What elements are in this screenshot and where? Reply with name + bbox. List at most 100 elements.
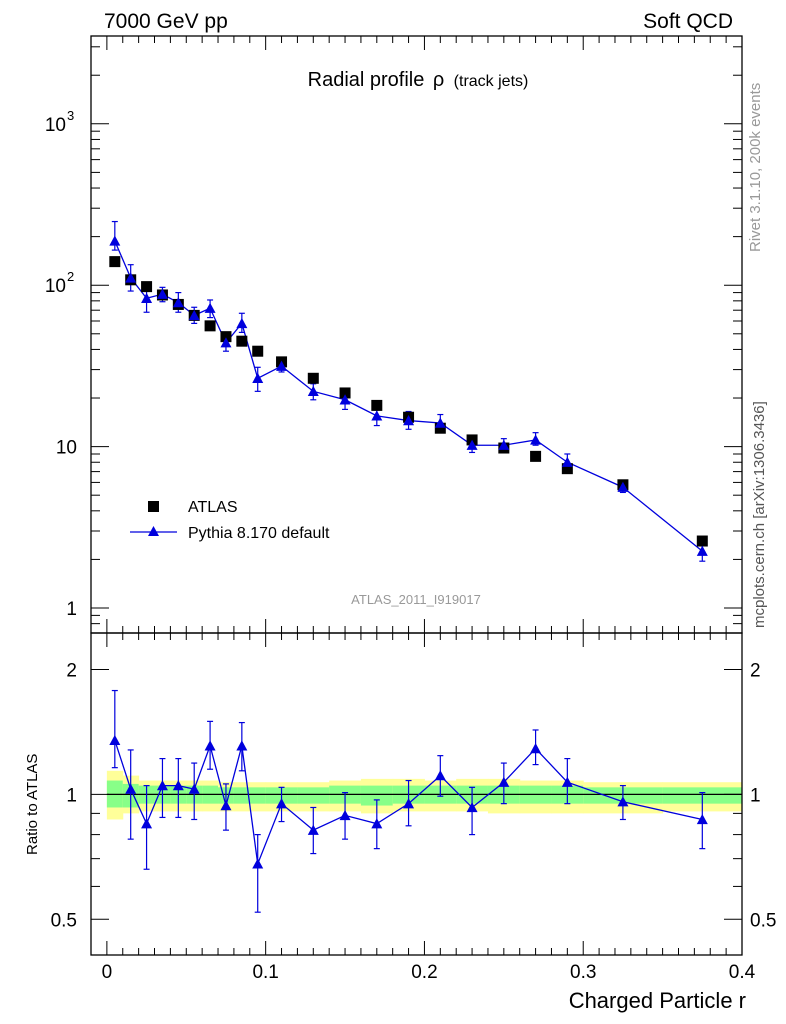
main-y-tick-exponent: 2 bbox=[67, 269, 74, 284]
uncertainty-band-inner bbox=[297, 787, 330, 804]
ratio-point bbox=[252, 858, 264, 869]
pythia-point bbox=[403, 415, 415, 426]
atlas-point bbox=[220, 331, 232, 343]
pythia-point bbox=[156, 288, 168, 299]
ratio-y-tick-label-right: 2 bbox=[750, 661, 761, 682]
pythia-point bbox=[434, 417, 446, 428]
atlas-point bbox=[252, 345, 264, 357]
ratio-panel: 0 0.1 0.2 0.3 0.4 0.5 0.5 1 1 2 2 bbox=[51, 632, 776, 983]
pythia-point bbox=[188, 309, 200, 321]
analysis-id: ATLAS_2011_I919017 bbox=[351, 592, 481, 607]
ratio-point bbox=[339, 809, 351, 821]
pythia-point bbox=[276, 360, 288, 371]
ratio-ylabel: Ratio to ATLAS bbox=[24, 754, 41, 855]
ratio-point bbox=[696, 813, 708, 825]
main-y-tick-label: 10 bbox=[45, 115, 66, 136]
pythia-point bbox=[125, 272, 137, 283]
ratio-point bbox=[307, 824, 319, 835]
pythia-point bbox=[466, 439, 478, 450]
ratio-point bbox=[276, 798, 288, 809]
atlas-point bbox=[109, 256, 121, 268]
ratio-point bbox=[617, 796, 629, 807]
pythia-point bbox=[141, 292, 153, 303]
atlas-point bbox=[236, 335, 248, 347]
pythia-point bbox=[561, 456, 573, 467]
ratio-y-tick-label-right: 0.5 bbox=[750, 910, 776, 931]
legend: ATLAS Pythia 8.170 default bbox=[130, 499, 330, 542]
uncertainty-band-inner bbox=[360, 785, 394, 806]
main-y-tick-exponent: 3 bbox=[67, 108, 74, 123]
ratio-line bbox=[114, 740, 703, 867]
ratio-point bbox=[530, 743, 542, 754]
ratio-point bbox=[498, 776, 510, 787]
ratio-point bbox=[220, 800, 232, 811]
legend-marker-atlas bbox=[148, 501, 159, 512]
ratio-point bbox=[156, 780, 168, 791]
ratio-y-tick-label: 1 bbox=[66, 785, 77, 806]
uncertainty-band-inner bbox=[233, 787, 251, 804]
ratio-point bbox=[188, 783, 200, 794]
ratio-y-tick-label: 0.5 bbox=[51, 910, 77, 931]
x-tick-label: 0.1 bbox=[252, 962, 278, 983]
ratio-point bbox=[403, 798, 415, 809]
atlas-point bbox=[561, 463, 573, 475]
ratio-point bbox=[204, 740, 216, 751]
pythia-point bbox=[236, 317, 248, 329]
ratio-point bbox=[371, 818, 383, 829]
category-label: Soft QCD bbox=[643, 10, 733, 33]
main-title: Radial profile ρ (track jets) bbox=[308, 69, 529, 91]
atlas-point bbox=[371, 399, 383, 411]
rivet-label: Rivet 3.1.10, 200k events bbox=[747, 83, 764, 252]
pythia-point bbox=[204, 302, 216, 313]
main-title-text: Radial profile bbox=[308, 69, 425, 91]
ratio-y-tick-label-right: 1 bbox=[750, 785, 761, 806]
main-y-tick-label: 1 bbox=[66, 599, 77, 620]
x-axis-label: Charged Particle r bbox=[569, 988, 746, 1013]
pythia-point bbox=[371, 410, 383, 421]
pythia-point bbox=[696, 545, 708, 556]
ratio-y-tick-label: 2 bbox=[66, 661, 77, 682]
main-title-symbol: ρ bbox=[433, 69, 444, 91]
mcplots-label: mcplots.cern.ch [arXiv:1306.3436] bbox=[751, 401, 768, 628]
ratio-point bbox=[561, 776, 573, 787]
legend-marker-pythia bbox=[148, 526, 159, 536]
pythia-point bbox=[109, 235, 121, 246]
pythia-point bbox=[307, 385, 319, 397]
ratio-point bbox=[141, 818, 153, 829]
main-y-tick-label: 10 bbox=[56, 438, 77, 459]
pythia-point bbox=[172, 297, 184, 308]
energy-label: 7000 GeV pp bbox=[104, 10, 228, 33]
ratio-point bbox=[466, 801, 478, 813]
ratio-point bbox=[109, 734, 121, 746]
atlas-point bbox=[141, 281, 153, 293]
main-frame bbox=[90, 35, 743, 634]
pythia-point bbox=[220, 337, 232, 348]
atlas-point bbox=[696, 535, 708, 547]
x-tick-label: 0.3 bbox=[570, 962, 596, 983]
pythia-point bbox=[252, 372, 264, 383]
pythia-point bbox=[530, 434, 542, 445]
x-tick-label: 0.2 bbox=[411, 962, 437, 983]
ratio-point bbox=[172, 780, 184, 791]
x-tick-label: 0.4 bbox=[729, 962, 756, 983]
ratio-point bbox=[434, 770, 446, 781]
main-y-tick-label: 10 bbox=[45, 276, 66, 297]
pythia-point bbox=[339, 394, 351, 405]
ratio-point bbox=[125, 783, 137, 794]
pythia-point bbox=[617, 481, 629, 492]
atlas-point bbox=[204, 320, 216, 332]
uncertainty-band-inner bbox=[249, 787, 267, 804]
main-subtitle: (track jets) bbox=[454, 73, 529, 90]
pythia-point bbox=[498, 439, 510, 450]
ratio-point bbox=[236, 740, 248, 751]
x-tick-label: 0 bbox=[102, 962, 113, 983]
atlas-point bbox=[530, 450, 542, 462]
legend-label-pythia: Pythia 8.170 default bbox=[188, 525, 330, 542]
atlas-point bbox=[339, 387, 351, 399]
atlas-point bbox=[307, 372, 319, 384]
legend-label-atlas: ATLAS bbox=[188, 499, 238, 516]
atlas-point bbox=[434, 422, 446, 434]
pythia-line bbox=[114, 240, 703, 552]
